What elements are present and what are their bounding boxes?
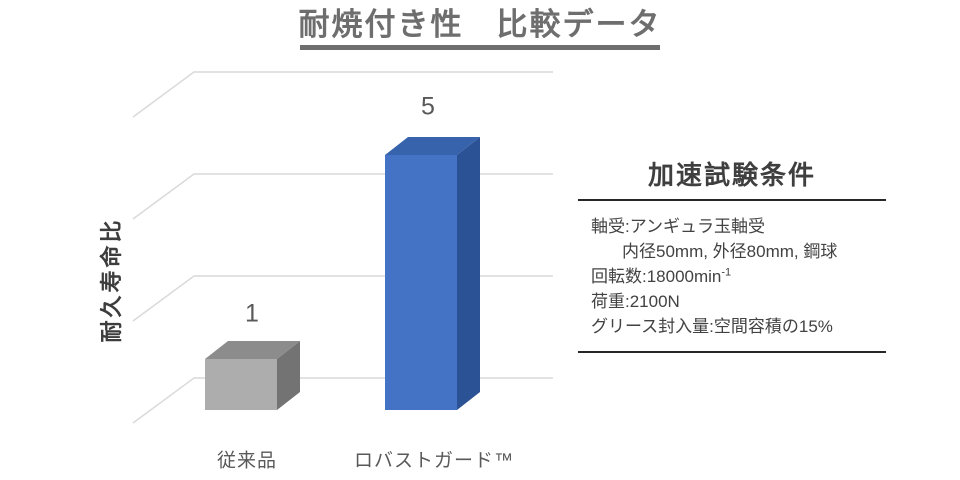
condition-line-load: 荷重:2100N xyxy=(591,292,680,311)
category-label-conventional: 従来品 xyxy=(216,450,278,472)
value-label-conventional: 1 xyxy=(245,299,259,328)
bar-1-front-face xyxy=(385,155,457,410)
bar-0-top-face xyxy=(205,341,300,359)
title-underline xyxy=(300,45,660,50)
conditions-title: 加速試験条件 xyxy=(647,160,816,190)
gridlines-group xyxy=(132,71,553,424)
bar-0-front-face xyxy=(205,359,277,410)
category-label-robustguard: ロバストガード™ xyxy=(353,450,515,472)
conditions-divider-top xyxy=(578,199,886,201)
conditions-panel: 加速試験条件 軸受:アンギュラ玉軸受 内径50mm, 外径80mm, 鋼球 回転… xyxy=(578,158,886,353)
condition-line-dimensions: 内径50mm, 外径80mm, 鋼球 xyxy=(622,242,838,261)
gridline-2 xyxy=(132,275,553,322)
conditions-body: 軸受:アンギュラ玉軸受 内径50mm, 外径80mm, 鋼球 回転数:18000… xyxy=(578,201,886,351)
bar-1-top-face xyxy=(385,137,480,155)
bars-group xyxy=(205,137,480,410)
title-block: 耐焼付き性 比較データ xyxy=(0,6,960,50)
bar-1-side-face xyxy=(457,137,480,410)
condition-line-bearing: 軸受:アンギュラ玉軸受 xyxy=(591,217,766,236)
gridline-6 xyxy=(132,71,553,118)
y-axis-title: 耐久寿命比 xyxy=(99,217,124,343)
bar-0-side-face xyxy=(277,341,300,410)
gridline-0 xyxy=(132,377,553,424)
page-title: 耐焼付き性 比較データ xyxy=(298,7,662,42)
value-label-robustguard: 5 xyxy=(421,92,435,121)
conditions-divider-bottom xyxy=(578,351,886,353)
condition-line-grease: グリース封入量:空間容積の15% xyxy=(591,317,833,336)
condition-line-speed: 回転数:18000min-1 xyxy=(591,266,732,286)
gridline-4 xyxy=(132,173,553,220)
